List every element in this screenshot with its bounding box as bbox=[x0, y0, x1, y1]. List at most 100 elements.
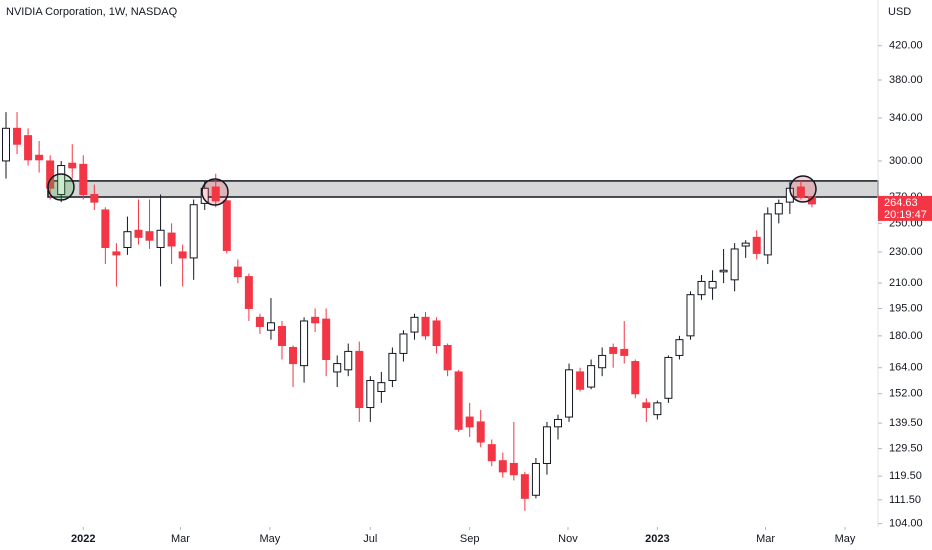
candle-body bbox=[145, 231, 154, 241]
candle-body bbox=[35, 154, 44, 161]
candle-body bbox=[520, 474, 529, 499]
y-tick-label: 139.50 bbox=[889, 417, 923, 429]
y-tick-label: 420.00 bbox=[889, 40, 923, 52]
candle-body bbox=[167, 232, 176, 247]
candle-body bbox=[620, 348, 629, 356]
candle-body bbox=[697, 280, 706, 296]
x-tick-label: 2022 bbox=[71, 533, 95, 545]
candle-body bbox=[609, 346, 618, 354]
x-tick-label: May bbox=[835, 533, 856, 545]
candle-body bbox=[730, 248, 739, 281]
candle-body bbox=[24, 135, 33, 161]
candle-body bbox=[576, 371, 585, 390]
candle-body bbox=[763, 213, 772, 256]
candle-body bbox=[774, 202, 783, 215]
candle-body bbox=[211, 186, 220, 202]
x-tick-label: Nov bbox=[558, 533, 578, 545]
y-tick-label: 180.00 bbox=[889, 330, 923, 342]
candle-body bbox=[554, 418, 562, 428]
x-tick-label: Jul bbox=[363, 533, 377, 545]
marker-circle bbox=[47, 173, 75, 201]
y-tick-label: 195.00 bbox=[889, 302, 923, 314]
candle-body bbox=[476, 421, 485, 443]
candle-body bbox=[79, 163, 88, 195]
candle-body bbox=[189, 204, 198, 259]
candle-body bbox=[244, 276, 253, 309]
candle-body bbox=[255, 316, 264, 327]
candle-body bbox=[289, 346, 298, 365]
candle-body bbox=[664, 356, 673, 399]
candle-body bbox=[344, 350, 353, 371]
candle-body bbox=[377, 382, 386, 393]
y-tick-label: 164.00 bbox=[889, 362, 923, 374]
candle-body bbox=[355, 350, 364, 409]
candle-body bbox=[68, 162, 77, 169]
y-tick-label: 340.00 bbox=[889, 112, 923, 124]
y-tick-label: 104.00 bbox=[889, 518, 923, 530]
candle-body bbox=[531, 462, 540, 496]
candle-body bbox=[498, 460, 507, 473]
candle-body bbox=[741, 242, 750, 247]
candle-body bbox=[587, 365, 596, 388]
x-tick-label: Mar bbox=[171, 533, 190, 545]
candle-body bbox=[399, 333, 408, 354]
candle-body bbox=[708, 280, 717, 289]
candle-body bbox=[123, 231, 132, 248]
candle-body bbox=[509, 462, 518, 476]
candle-body bbox=[178, 251, 187, 259]
candle-body bbox=[465, 416, 474, 428]
x-tick-label: 2023 bbox=[645, 533, 669, 545]
candle-body bbox=[112, 251, 121, 256]
candle-body bbox=[46, 160, 55, 189]
candle-body bbox=[322, 318, 331, 360]
candle-body bbox=[410, 316, 419, 333]
y-tick-label: 230.00 bbox=[889, 246, 923, 258]
candle-body bbox=[686, 294, 695, 337]
candle-body bbox=[200, 187, 209, 204]
candle-body bbox=[598, 354, 607, 369]
x-tick-label: May bbox=[259, 533, 280, 545]
candle-body bbox=[13, 127, 22, 145]
annotations bbox=[47, 173, 817, 206]
marker-circle bbox=[789, 175, 817, 203]
candle-body bbox=[388, 352, 397, 381]
candle-body bbox=[222, 200, 231, 251]
candle-body bbox=[101, 209, 110, 248]
candle-body bbox=[421, 316, 430, 337]
axis-layer: 420.00380.00340.00300.00270.00250.00230.… bbox=[71, 40, 932, 545]
candle-body bbox=[631, 361, 640, 395]
chart-title: NVIDIA Corporation, 1W, NASDAQ bbox=[6, 6, 178, 18]
price-tag bbox=[878, 195, 932, 221]
y-tick-label: 210.00 bbox=[889, 277, 923, 289]
candle-body bbox=[675, 339, 684, 356]
y-tick-label: 129.50 bbox=[889, 443, 923, 455]
candle-body bbox=[796, 186, 805, 198]
x-tick-label: Mar bbox=[756, 533, 775, 545]
y-tick-label: 111.50 bbox=[889, 494, 921, 506]
candle-body bbox=[542, 426, 551, 464]
candle-body bbox=[311, 316, 320, 324]
candle-body bbox=[443, 344, 452, 371]
candle-body bbox=[90, 193, 99, 203]
candle-body bbox=[454, 371, 463, 430]
price-zone bbox=[47, 180, 879, 198]
marker-circle bbox=[201, 178, 229, 206]
candle-body bbox=[278, 325, 286, 346]
candle-body bbox=[333, 363, 342, 373]
y-tick-label: 300.00 bbox=[889, 155, 923, 167]
candle-body bbox=[752, 236, 761, 254]
candle-body bbox=[642, 402, 651, 409]
candle-body bbox=[156, 229, 165, 248]
candle-body bbox=[300, 320, 309, 367]
x-tick-label: Sep bbox=[460, 533, 480, 545]
y-tick-label: 380.00 bbox=[889, 74, 923, 86]
y-tick-label: 119.50 bbox=[889, 470, 922, 482]
price-tag-label: 264.63 bbox=[884, 197, 918, 209]
candle-body bbox=[134, 229, 143, 238]
candle-body bbox=[719, 269, 728, 273]
countdown: 20:19:47 bbox=[884, 209, 927, 221]
candle-body bbox=[57, 165, 66, 195]
